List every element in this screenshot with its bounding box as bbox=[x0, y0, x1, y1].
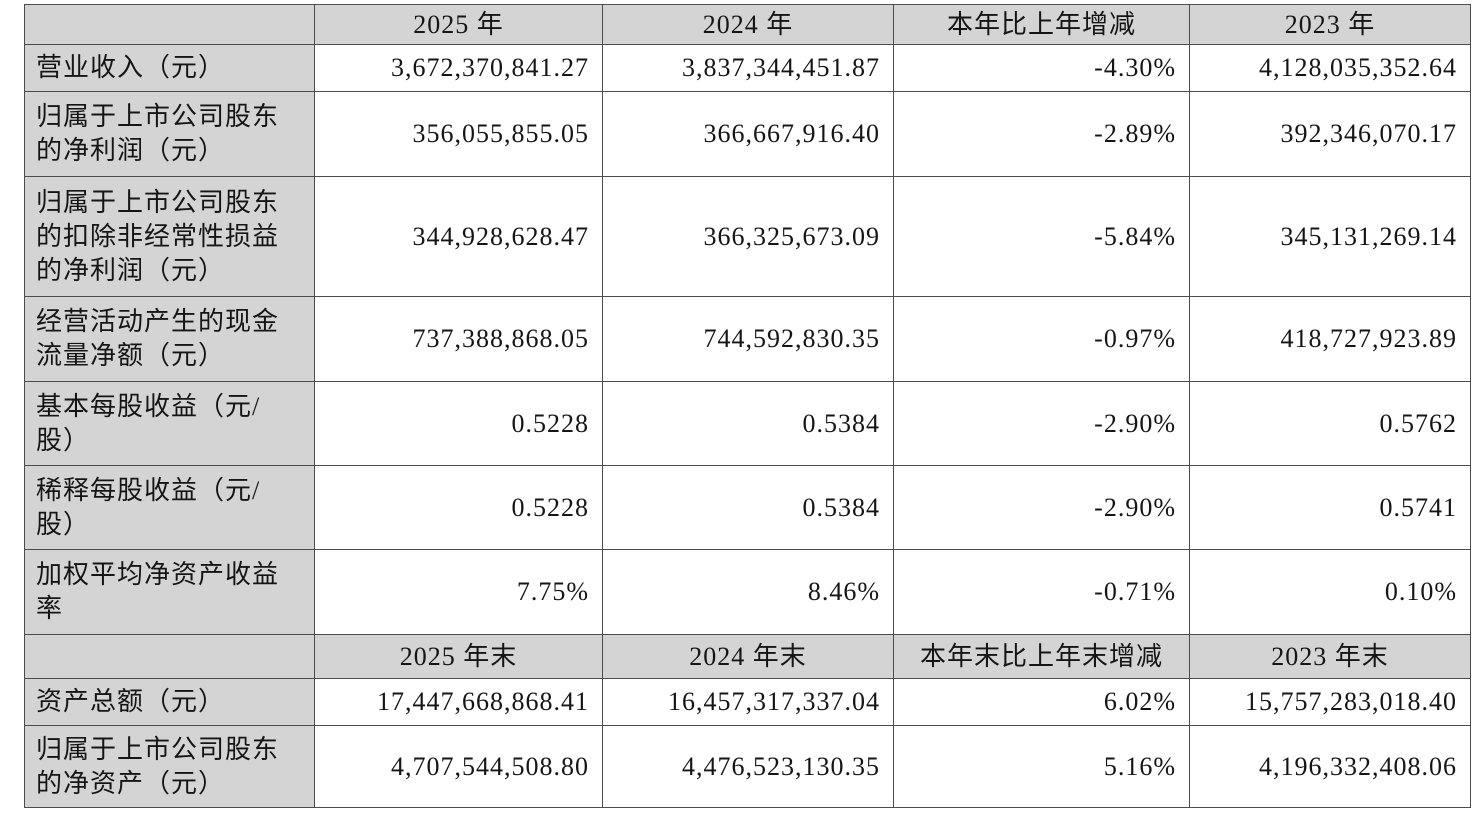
value-2023: 15,757,283,018.40 bbox=[1189, 678, 1471, 726]
value-2024: 366,325,673.09 bbox=[602, 176, 894, 297]
row-label: 稀释每股收益（元/ 股） bbox=[24, 465, 315, 550]
table-header-row-annual: 2025 年 2024 年 本年比上年增减 2023 年 bbox=[24, 4, 1471, 45]
header-year-end-2025: 2025 年末 bbox=[314, 634, 603, 679]
value-2024: 4,476,523,130.35 bbox=[602, 725, 894, 808]
row-label: 归属于上市公司股东 的净资产（元） bbox=[24, 725, 315, 808]
value-change: -2.89% bbox=[893, 91, 1190, 177]
value-2025: 0.5228 bbox=[314, 465, 603, 550]
value-2025: 4,707,544,508.80 bbox=[314, 725, 603, 808]
value-2023: 345,131,269.14 bbox=[1189, 176, 1471, 297]
row-label: 基本每股收益（元/ 股） bbox=[24, 381, 315, 466]
header-year-2023: 2023 年 bbox=[1189, 4, 1471, 45]
row-basic-eps: 基本每股收益（元/ 股） 0.5228 0.5384 -2.90% 0.5762 bbox=[24, 381, 1471, 466]
value-2025: 7.75% bbox=[314, 549, 603, 635]
value-2024: 16,457,317,337.04 bbox=[602, 678, 894, 726]
row-label: 归属于上市公司股东 的净利润（元） bbox=[24, 91, 315, 177]
annual-report-key-financials-table: 2025 年 2024 年 本年比上年增减 2023 年 营业收入（元） 3,6… bbox=[24, 4, 1471, 808]
header-year-end-2024: 2024 年末 bbox=[602, 634, 894, 679]
value-change: -0.71% bbox=[893, 549, 1190, 635]
value-2023: 0.10% bbox=[1189, 549, 1471, 635]
row-diluted-eps: 稀释每股收益（元/ 股） 0.5228 0.5384 -2.90% 0.5741 bbox=[24, 465, 1471, 550]
value-change: -0.97% bbox=[893, 296, 1190, 382]
row-operating-revenue: 营业收入（元） 3,672,370,841.27 3,837,344,451.8… bbox=[24, 44, 1471, 92]
value-2024: 8.46% bbox=[602, 549, 894, 635]
value-2024: 0.5384 bbox=[602, 381, 894, 466]
value-2025: 17,447,668,868.41 bbox=[314, 678, 603, 726]
header-year-end-change: 本年末比上年末增减 bbox=[893, 634, 1190, 679]
value-change: 6.02% bbox=[893, 678, 1190, 726]
row-label: 资产总额（元） bbox=[24, 678, 315, 726]
value-2024: 366,667,916.40 bbox=[602, 91, 894, 177]
header-year-end-2023: 2023 年末 bbox=[1189, 634, 1471, 679]
value-2024: 0.5384 bbox=[602, 465, 894, 550]
value-2023: 4,196,332,408.06 bbox=[1189, 725, 1471, 808]
row-total-assets: 资产总额（元） 17,447,668,868.41 16,457,317,337… bbox=[24, 678, 1471, 726]
value-2025: 0.5228 bbox=[314, 381, 603, 466]
value-2025: 737,388,868.05 bbox=[314, 296, 603, 382]
value-2024: 3,837,344,451.87 bbox=[602, 44, 894, 92]
header-year-2024: 2024 年 bbox=[602, 4, 894, 45]
row-net-profit-after-deduction: 归属于上市公司股东 的扣除非经常性损益 的净利润（元） 344,928,628.… bbox=[24, 176, 1471, 297]
value-2024: 744,592,830.35 bbox=[602, 296, 894, 382]
header-yoy-change: 本年比上年增减 bbox=[893, 4, 1190, 45]
value-change: -5.84% bbox=[893, 176, 1190, 297]
row-net-assets-attributable: 归属于上市公司股东 的净资产（元） 4,707,544,508.80 4,476… bbox=[24, 725, 1471, 808]
table-header-row-year-end: 2025 年末 2024 年末 本年末比上年末增减 2023 年末 bbox=[24, 634, 1471, 679]
row-label: 归属于上市公司股东 的扣除非经常性损益 的净利润（元） bbox=[24, 176, 315, 297]
value-2023: 0.5741 bbox=[1189, 465, 1471, 550]
header-empty-cell bbox=[24, 4, 315, 45]
value-change: 5.16% bbox=[893, 725, 1190, 808]
value-2023: 392,346,070.17 bbox=[1189, 91, 1471, 177]
row-label: 营业收入（元） bbox=[24, 44, 315, 92]
financial-report-page: 2025 年 2024 年 本年比上年增减 2023 年 营业收入（元） 3,6… bbox=[0, 4, 1479, 830]
header-year-2025: 2025 年 bbox=[314, 4, 603, 45]
value-2023: 0.5762 bbox=[1189, 381, 1471, 466]
value-2025: 3,672,370,841.27 bbox=[314, 44, 603, 92]
value-change: -2.90% bbox=[893, 465, 1190, 550]
row-net-profit-attributable: 归属于上市公司股东 的净利润（元） 356,055,855.05 366,667… bbox=[24, 91, 1471, 177]
row-label: 经营活动产生的现金 流量净额（元） bbox=[24, 296, 315, 382]
value-change: -4.30% bbox=[893, 44, 1190, 92]
value-2023: 418,727,923.89 bbox=[1189, 296, 1471, 382]
value-2025: 356,055,855.05 bbox=[314, 91, 603, 177]
value-2023: 4,128,035,352.64 bbox=[1189, 44, 1471, 92]
value-change: -2.90% bbox=[893, 381, 1190, 466]
row-weighted-average-roe: 加权平均净资产收益 率 7.75% 8.46% -0.71% 0.10% bbox=[24, 549, 1471, 635]
header-empty-cell bbox=[24, 634, 315, 679]
value-2025: 344,928,628.47 bbox=[314, 176, 603, 297]
row-operating-cash-flow: 经营活动产生的现金 流量净额（元） 737,388,868.05 744,592… bbox=[24, 296, 1471, 382]
row-label: 加权平均净资产收益 率 bbox=[24, 549, 315, 635]
